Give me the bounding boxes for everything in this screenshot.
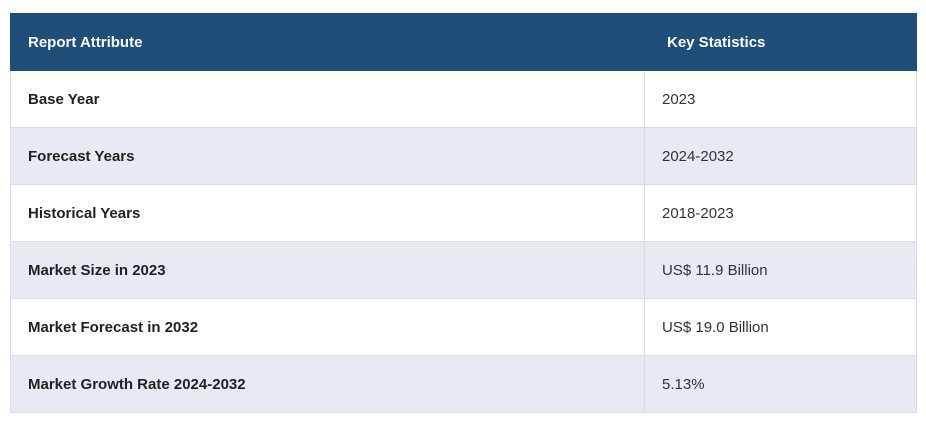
stats-table: Report Attribute Key Statistics Base Yea… [10, 13, 917, 413]
value-cell: 2023 [644, 70, 917, 128]
value-cell: 5.13% [644, 355, 917, 413]
value-cell: 2018-2023 [644, 184, 917, 242]
value-cell: US$ 19.0 Billion [644, 298, 917, 356]
table-row: Forecast Years 2024-2032 [10, 127, 917, 185]
attribute-cell: Historical Years [10, 184, 645, 242]
table-row: Market Forecast in 2032 US$ 19.0 Billion [10, 298, 917, 356]
header-row: Report Attribute Key Statistics [10, 13, 917, 71]
table-body: Base Year 2023 Forecast Years 2024-2032 Hist… [10, 70, 917, 413]
table-row: Market Growth Rate 2024-2032 5.13% [10, 355, 917, 413]
attribute-cell: Market Growth Rate 2024-2032 [10, 355, 645, 413]
table-row: Market Size in 2023 US$ 11.9 Billion [10, 241, 917, 299]
attribute-cell: Market Size in 2023 [10, 241, 645, 299]
value-cell: 2024-2032 [644, 127, 917, 185]
header-cell: Key Statistics [644, 13, 917, 71]
value-cell: US$ 11.9 Billion [644, 241, 917, 299]
table-container: Report Attribute Key Statistics Base Yea… [10, 13, 917, 413]
header-cell: Report Attribute [10, 13, 645, 71]
table-row: Base Year 2023 [10, 70, 917, 128]
table-row: Historical Years 2018-2023 [10, 184, 917, 242]
attribute-cell: Market Forecast in 2032 [10, 298, 645, 356]
attribute-cell: Base Year [10, 70, 645, 128]
table-head: Report Attribute Key Statistics [10, 13, 917, 71]
attribute-cell: Forecast Years [10, 127, 645, 185]
